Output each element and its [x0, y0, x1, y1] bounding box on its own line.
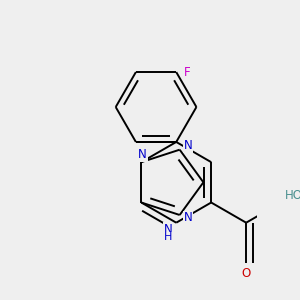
Text: HO: HO [285, 189, 300, 202]
Text: N: N [138, 148, 147, 161]
Text: H: H [164, 232, 172, 242]
Text: N: N [183, 139, 192, 152]
Text: N: N [164, 223, 172, 236]
Text: N: N [183, 211, 192, 224]
Text: O: O [242, 267, 251, 280]
Text: F: F [184, 66, 190, 79]
